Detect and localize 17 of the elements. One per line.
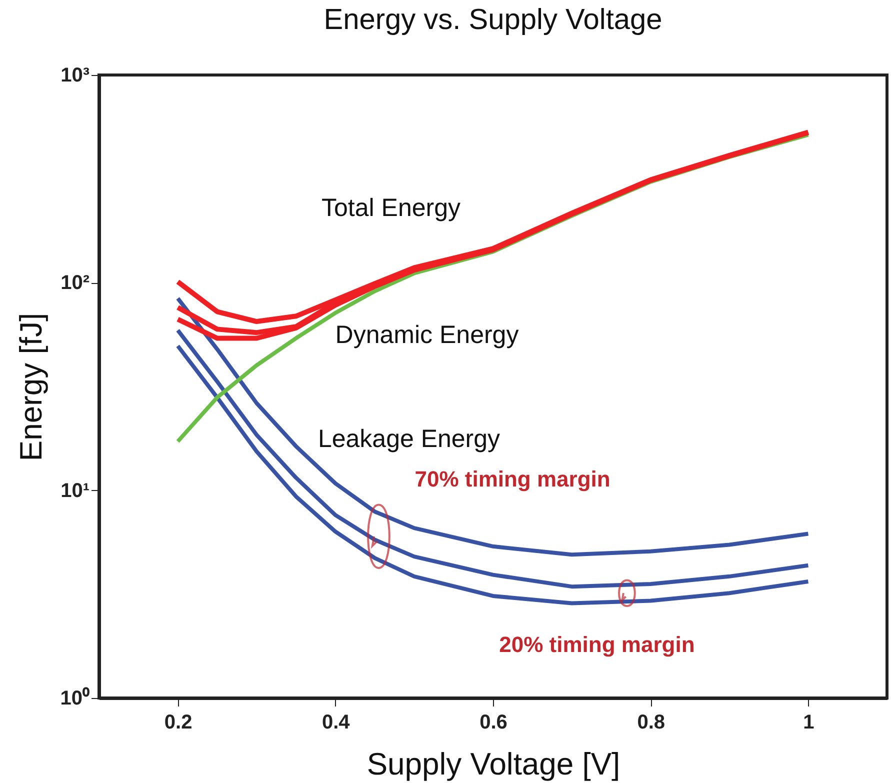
annotation: Dynamic Energy (335, 321, 520, 349)
x-axis-title: Supply Voltage [V] (366, 746, 620, 782)
annotation: Leakage Energy (318, 425, 501, 453)
y-tick-label: 10⁰ (60, 686, 90, 710)
annotation: 20% timing margin (499, 632, 695, 658)
annotation: 70% timing margin (414, 466, 610, 492)
chart-title: Energy vs. Supply Voltage (324, 4, 662, 36)
y-tick-label: 10² (60, 272, 90, 294)
annotation: Total Energy (322, 194, 461, 222)
x-tick-label: 0.6 (480, 712, 508, 734)
x-tick-label: 0.4 (322, 712, 351, 734)
x-tick-label: 1 (803, 712, 814, 734)
y-tick-label: 10¹ (60, 480, 90, 502)
x-tick-label: 0.8 (637, 712, 666, 734)
y-tick-label: 10³ (60, 64, 90, 86)
y-axis-title: Energy [fJ] (13, 312, 48, 462)
x-tick-label: 0.2 (164, 712, 192, 734)
